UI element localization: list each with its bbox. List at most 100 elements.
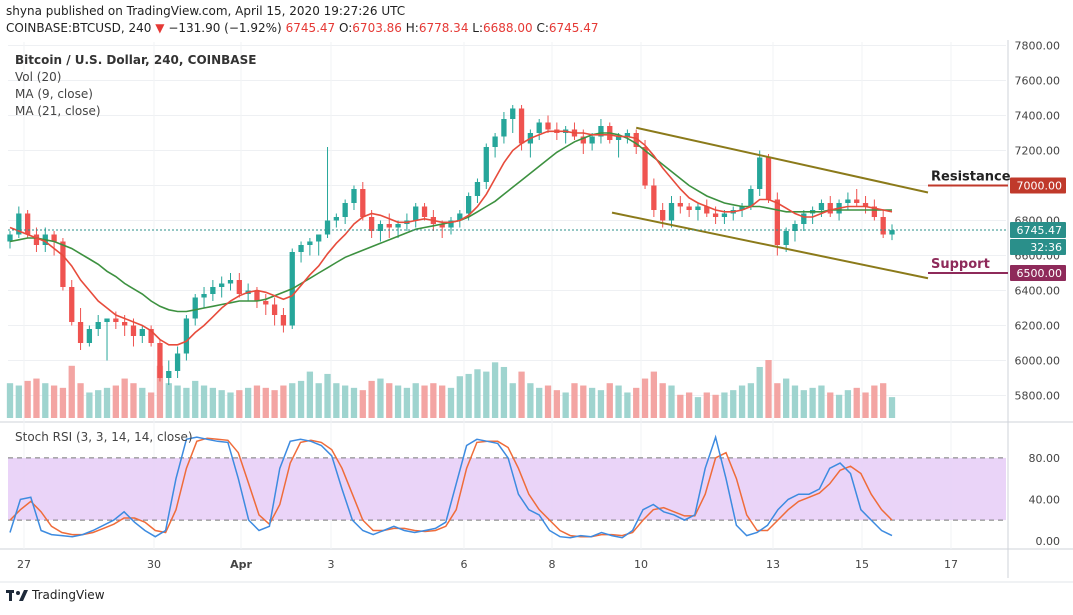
- candle-body: [651, 185, 657, 210]
- volume-bar: [147, 392, 155, 418]
- volume-bar: [165, 383, 172, 418]
- candle-body: [60, 241, 66, 287]
- candle-body: [765, 157, 772, 200]
- volume-bar: [536, 387, 543, 418]
- volume-bar: [880, 383, 887, 418]
- candle-body: [615, 136, 622, 140]
- price-tick-label: 5800.00: [1015, 390, 1061, 403]
- candle-body: [201, 294, 207, 298]
- candle-body: [695, 206, 701, 210]
- tradingview-logo[interactable]: TradingView: [6, 588, 105, 602]
- tradingview-brand: TradingView: [32, 588, 105, 602]
- candle-body: [210, 287, 216, 294]
- candle-body: [157, 343, 163, 378]
- volume-bar: [809, 387, 816, 418]
- candle-body: [192, 297, 198, 319]
- time-tick-label: Apr: [230, 558, 252, 571]
- candle-body: [880, 217, 886, 235]
- volume-bar: [818, 385, 825, 418]
- volume-bar: [677, 394, 684, 418]
- stoch-k-line: [9, 434, 893, 539]
- publish-info: shyna published on TradingView.com, Apri…: [6, 4, 406, 18]
- candle-body: [263, 301, 269, 305]
- price-labels: Resistance Support 7000.00 6500.00 6745.47 32…: [8, 170, 1066, 281]
- volume-bar: [774, 383, 781, 418]
- ohlc-header: COINBASE:BTCUSD, 240 ▼ −131.90 (−1.92%) …: [6, 21, 599, 35]
- candle-body: [633, 133, 639, 147]
- current-price-tag-bg: [1010, 222, 1066, 239]
- volume-bar: [439, 385, 446, 418]
- volume-bar: [227, 392, 234, 418]
- volume-bar: [738, 385, 746, 418]
- volume-bar: [289, 383, 296, 418]
- volume-bar: [403, 387, 411, 418]
- legend-vol[interactable]: Vol (20): [15, 70, 62, 84]
- candle-body: [854, 199, 860, 203]
- volume-bar: [236, 390, 243, 418]
- volume-bar: [641, 378, 649, 418]
- candle-body: [739, 206, 745, 210]
- price-tick-label: 7400.00: [1015, 110, 1061, 123]
- candle-body: [254, 290, 260, 301]
- candle-body: [818, 203, 825, 210]
- high-label: H:: [405, 21, 419, 35]
- volume-bar: [844, 390, 852, 418]
- close-label: C:: [536, 21, 549, 35]
- candle-body: [792, 224, 798, 231]
- candle-body: [492, 136, 498, 147]
- candle-body: [386, 224, 392, 228]
- candle-body: [86, 329, 93, 343]
- volume-bar: [33, 378, 40, 418]
- candle-body: [483, 147, 489, 182]
- legend-stoch-rsi[interactable]: Stoch RSI (3, 3, 14, 14, close): [15, 430, 193, 444]
- volume-bar: [553, 390, 560, 418]
- candle-body: [51, 234, 57, 242]
- volume-bar: [800, 390, 807, 418]
- candle-body: [757, 157, 763, 189]
- candle-body: [510, 108, 516, 119]
- candle-body: [518, 108, 525, 144]
- candle-body: [351, 189, 357, 203]
- volume-bar: [756, 366, 763, 418]
- volume-bar: [200, 385, 208, 418]
- candle-body: [307, 241, 313, 245]
- volume-bar: [474, 369, 481, 418]
- time-tick-label: 8: [549, 558, 556, 571]
- candle-body: [827, 203, 833, 214]
- time-tick-label: 10: [634, 558, 648, 571]
- candle-body: [465, 196, 472, 214]
- volume-bar: [350, 387, 358, 418]
- volume-bar: [377, 378, 384, 418]
- change-down-icon: ▼: [155, 21, 165, 35]
- candle-body: [801, 213, 807, 224]
- volume-bar: [862, 392, 869, 418]
- legend-ma21[interactable]: MA (21, close): [15, 104, 101, 118]
- stoch-rsi-pane: 80.00 40.00 0.00: [8, 434, 1060, 548]
- support-price-tag: 6500.00: [1017, 267, 1063, 280]
- candle-body: [545, 122, 551, 130]
- volume-bar: [518, 371, 525, 418]
- volume-bar: [685, 392, 693, 418]
- legend-ma9[interactable]: MA (9, close): [15, 87, 93, 101]
- volume-bar: [297, 380, 305, 418]
- volume-bar: [615, 385, 622, 418]
- volume-bar: [456, 376, 463, 418]
- close-value: 6745.47: [548, 21, 599, 35]
- resistance-text: Resistance: [931, 170, 1011, 185]
- volume-bar: [262, 387, 269, 418]
- volume-bar: [588, 387, 596, 418]
- volume-bar: [659, 383, 666, 418]
- volume-bar: [871, 385, 878, 418]
- volume-bar: [624, 392, 631, 418]
- candle-body: [7, 234, 13, 242]
- volume-bar: [544, 385, 552, 418]
- candle-body: [104, 318, 110, 322]
- candle-body: [845, 199, 851, 203]
- volume-bar: [42, 383, 49, 418]
- volume-bar: [139, 387, 146, 418]
- candle-body: [413, 206, 419, 221]
- volume-bar: [827, 392, 834, 418]
- support-price-tag-bg: [1010, 265, 1066, 281]
- channel-lower-line: [611, 211, 929, 280]
